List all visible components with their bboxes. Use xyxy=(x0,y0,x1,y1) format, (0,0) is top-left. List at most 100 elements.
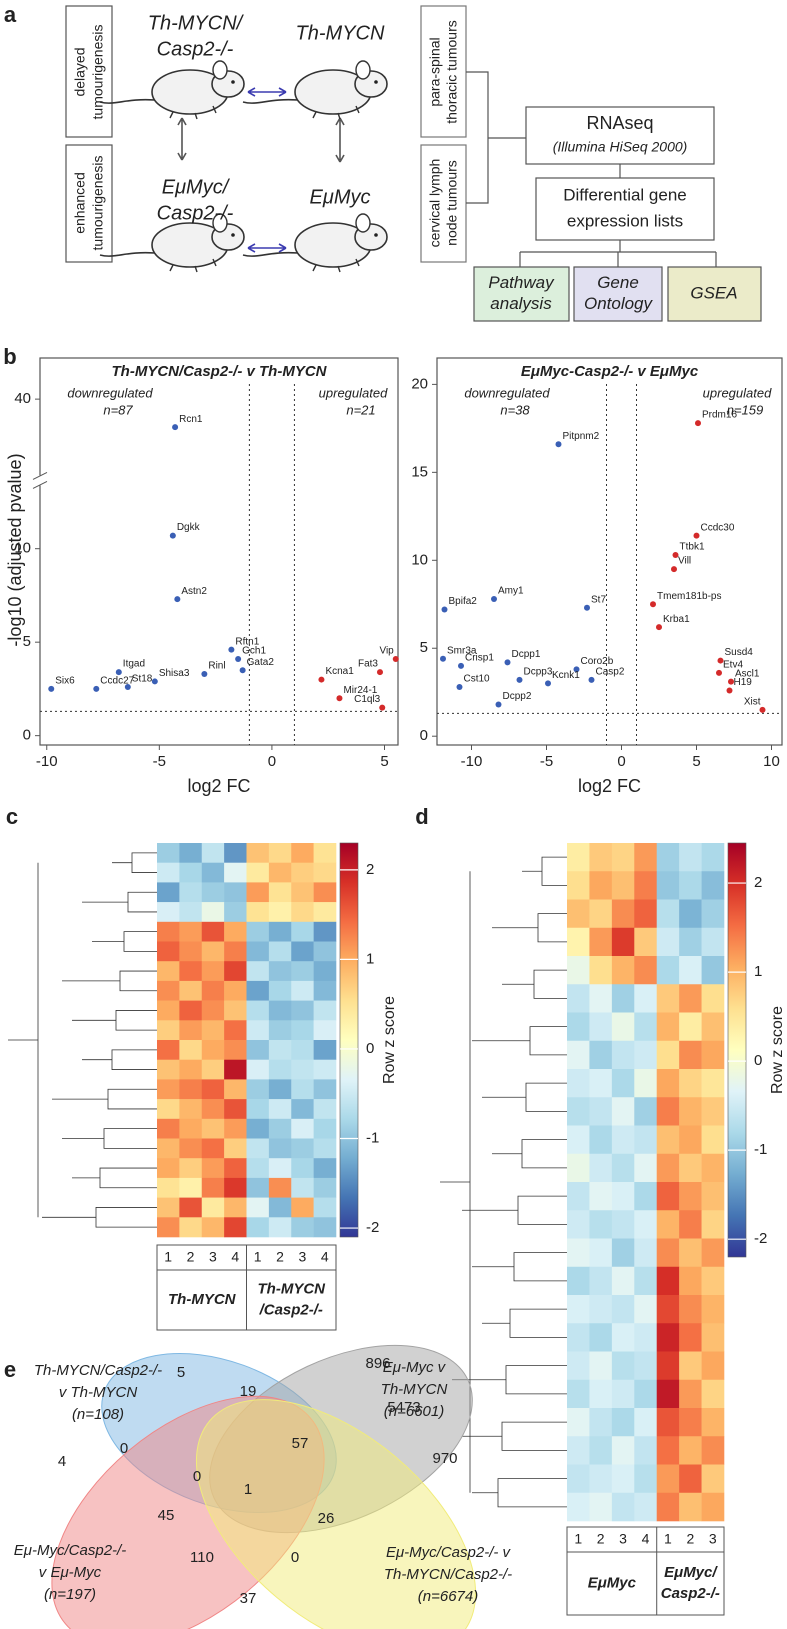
point xyxy=(379,704,386,711)
connector xyxy=(519,240,717,267)
heatmap-cell xyxy=(567,1153,590,1183)
dendrogram xyxy=(111,1049,157,1070)
arrow xyxy=(177,117,187,161)
venn-set xyxy=(195,1399,477,1629)
column-label: 4 xyxy=(642,1531,650,1547)
heatmap-cell xyxy=(656,984,680,1013)
differential-label: Differential gene xyxy=(563,185,687,204)
point-label: Etv4 xyxy=(723,660,743,671)
point xyxy=(716,669,722,676)
heatmap-cell xyxy=(179,1099,203,1120)
heatmap-cell xyxy=(201,1118,225,1139)
heatmap-cell xyxy=(656,1351,680,1381)
heatmap-cell xyxy=(224,1040,247,1060)
panel-label: d xyxy=(415,804,428,829)
colorbar-tick-label: 0 xyxy=(754,1052,762,1069)
dendrogram xyxy=(525,1082,567,1112)
heatmap-cell xyxy=(589,1408,613,1437)
region-count: 110 xyxy=(190,1549,214,1566)
genotype-label: Casp2-/- xyxy=(157,38,234,60)
heatmap-cell xyxy=(611,899,635,929)
heatmap-cell xyxy=(291,1099,314,1120)
heatmap-cell xyxy=(246,882,270,903)
heatmap-cell xyxy=(679,843,702,872)
panel-a-layout xyxy=(65,5,762,322)
heatmap-cell xyxy=(291,1000,314,1021)
heatmap-cell xyxy=(589,1323,613,1352)
colorbar-tick-label: -2 xyxy=(366,1219,379,1236)
heatmap-cell xyxy=(201,1197,225,1218)
point-label: Dcpp3 xyxy=(524,667,553,678)
heatmap-cell xyxy=(246,1138,270,1159)
heatmap-cell xyxy=(701,871,725,900)
heatmap-cell xyxy=(291,862,314,883)
heatmap-cell xyxy=(224,1177,247,1198)
heatmap-cell xyxy=(634,1379,658,1409)
colorbar-tick-label: 1 xyxy=(366,950,374,967)
heatmap-cell xyxy=(291,961,314,982)
heatmap-cell xyxy=(157,1177,180,1198)
y-tick-label: 20 xyxy=(411,375,428,392)
point-label: Gata2 xyxy=(247,657,275,668)
heatmap-cell xyxy=(201,1020,225,1041)
point xyxy=(48,685,55,692)
heatmap-cell xyxy=(201,862,225,883)
heatmap-cell xyxy=(611,1012,635,1042)
colorbar-label: Row z score xyxy=(381,996,398,1084)
heatmap-cell xyxy=(611,1238,635,1268)
point-label: Ttbk1 xyxy=(680,542,705,553)
heatmap-cell xyxy=(201,1138,225,1159)
heatmap-cell xyxy=(656,1408,680,1437)
heatmap-cell xyxy=(246,1000,270,1021)
heatmap-cell xyxy=(701,1097,725,1126)
heatmap-cell xyxy=(313,1079,337,1100)
point xyxy=(440,655,446,662)
heatmap-cell xyxy=(291,1020,314,1041)
point xyxy=(336,695,343,702)
axis-break-gap xyxy=(34,475,46,486)
point xyxy=(124,684,131,691)
heatmap-cell xyxy=(201,1158,225,1179)
set-label: Th-MYCN/Casp2-/- xyxy=(34,1362,162,1379)
genotype-label: EμMyc xyxy=(310,186,371,208)
heatmap-cell xyxy=(589,927,613,957)
output-box xyxy=(473,266,570,322)
heatmap-cell xyxy=(246,1059,270,1080)
point xyxy=(201,670,208,677)
plot-frame xyxy=(39,357,399,746)
point xyxy=(504,659,511,666)
heatmap-cell xyxy=(656,927,680,957)
heatmap-cell xyxy=(656,1323,680,1352)
heatmap-cell xyxy=(701,1436,725,1465)
heatmap-cell xyxy=(589,1464,613,1494)
heatmap-cell xyxy=(268,1158,292,1179)
colorbar-label: Row z score xyxy=(769,1006,786,1094)
heatmap-cell xyxy=(291,1138,314,1159)
point-label: Rcn1 xyxy=(179,414,203,425)
region-count: 5 xyxy=(177,1364,185,1381)
heatmap-cell xyxy=(701,1323,725,1352)
set-label: v Eμ-Myc xyxy=(39,1564,102,1581)
colorbar-tick-label: -1 xyxy=(366,1129,379,1146)
set-label: v Th-MYCN xyxy=(59,1384,138,1401)
mouse xyxy=(242,60,388,120)
heatmap-cell xyxy=(611,1436,635,1465)
heatmap-cell xyxy=(224,902,247,923)
heatmap-cell xyxy=(157,1020,180,1041)
group-label: /Casp2-/- xyxy=(259,1301,323,1318)
heatmap-cell xyxy=(567,984,590,1013)
y-tick-label: 10 xyxy=(14,540,31,557)
heatmap-cell xyxy=(268,1118,292,1139)
heatmap-cell xyxy=(701,1012,725,1042)
column-label: 3 xyxy=(619,1531,627,1547)
dendrogram xyxy=(127,891,157,913)
x-tick-label: -5 xyxy=(153,753,166,770)
colorbar-tick-label: -2 xyxy=(754,1230,767,1247)
point xyxy=(717,657,724,664)
heatmap-cell xyxy=(611,1040,635,1070)
heatmap-cell xyxy=(589,1436,613,1465)
heatmap-cell xyxy=(567,1069,590,1098)
plot-frame xyxy=(436,357,783,746)
heatmap-cell xyxy=(589,1492,613,1522)
